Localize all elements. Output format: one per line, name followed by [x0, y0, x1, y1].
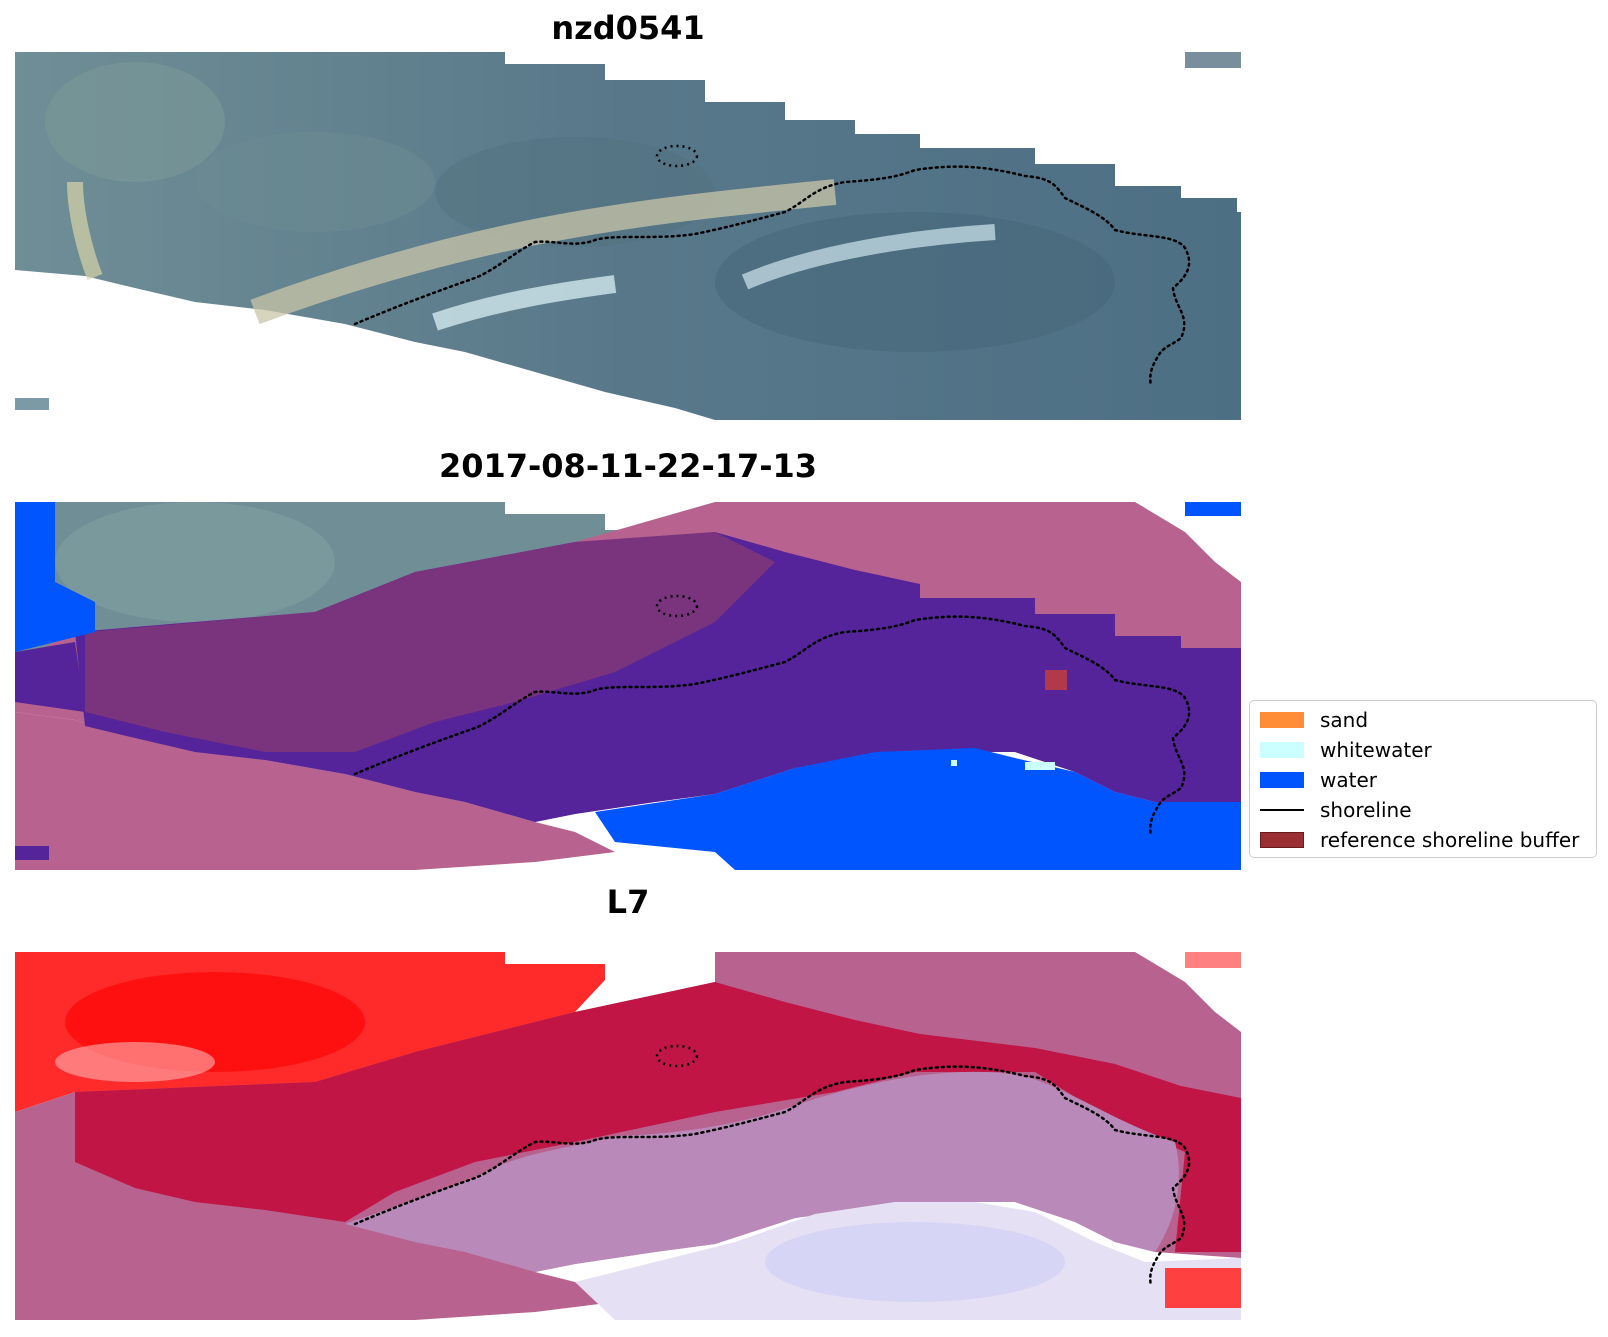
legend-item-whitewater: whitewater — [1260, 735, 1586, 765]
legend: sand whitewater water shoreline referenc… — [1249, 700, 1597, 858]
whitewater-swatch — [1260, 742, 1304, 758]
legend-label-shoreline: shoreline — [1320, 798, 1412, 822]
legend-item-shoreline: shoreline — [1260, 795, 1586, 825]
index-image-panel — [15, 952, 1241, 1320]
legend-label-sand: sand — [1320, 708, 1369, 732]
shoreline-line — [353, 165, 1191, 388]
legend-label-whitewater: whitewater — [1320, 738, 1432, 762]
panel-title-classified: 2017-08-11-22-17-13 — [438, 447, 818, 485]
legend-label-reference-buffer: reference shoreline buffer — [1320, 828, 1580, 852]
reference-buffer-swatch — [1260, 832, 1304, 848]
legend-item-reference-buffer: reference shoreline buffer — [1260, 825, 1586, 855]
panel-title-rgb: nzd0541 — [551, 9, 705, 47]
legend-item-water: water — [1260, 765, 1586, 795]
legend-item-sand: sand — [1260, 705, 1586, 735]
water-area — [595, 748, 1241, 870]
rgb-image-panel — [15, 52, 1241, 420]
shoreline-island — [655, 144, 699, 168]
sand-swatch — [1260, 712, 1304, 728]
classified-image-panel — [15, 502, 1241, 870]
water-swatch — [1260, 772, 1304, 788]
panel-title-index: L7 — [606, 883, 650, 921]
legend-label-water: water — [1320, 768, 1377, 792]
shoreline-swatch — [1260, 809, 1304, 811]
